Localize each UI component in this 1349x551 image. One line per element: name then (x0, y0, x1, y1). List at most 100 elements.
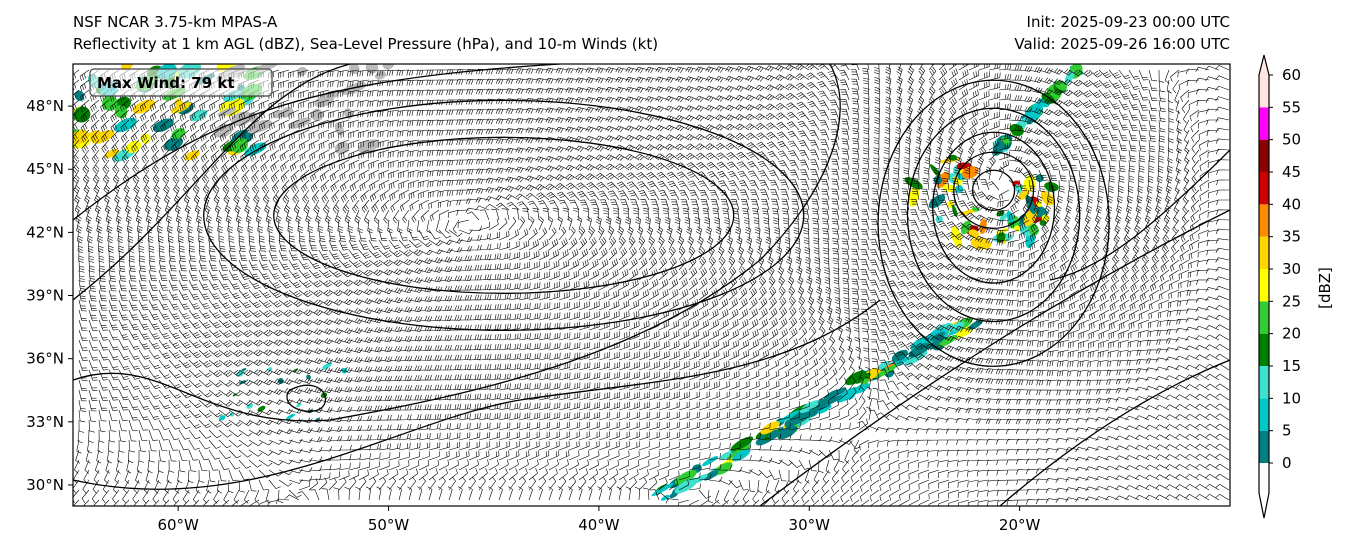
reflectivity-cell (784, 419, 795, 429)
reflectivity-cell (121, 64, 133, 71)
reflectivity-cell (279, 107, 294, 118)
reflectivity-cell (928, 194, 946, 209)
isobar (73, 64, 351, 301)
reflectivity-cell (152, 118, 174, 133)
isobar (877, 79, 1110, 367)
chart-title-fields: Reflectivity at 1 km AGL (dBZ), Sea-Leve… (73, 35, 659, 53)
reflectivity-cell (1035, 200, 1042, 208)
reflectivity-cell (951, 226, 963, 248)
reflectivity-cell (860, 378, 869, 385)
reflectivity-cell (213, 123, 234, 138)
reflectivity-cell (1055, 81, 1067, 91)
colorbar-segment (1259, 430, 1269, 463)
colorbar-segment (1259, 269, 1269, 302)
colorbar-segment (1259, 172, 1269, 205)
reflectivity-cell (730, 436, 754, 451)
colorbar-tick-label: 40 (1282, 195, 1301, 213)
reflectivity-cell (968, 320, 983, 330)
reflectivity-cell (321, 363, 332, 371)
reflectivity-cell (296, 403, 302, 408)
reflectivity-cell (669, 491, 679, 499)
valid-time: Valid: 2025-09-26 16:00 UTC (1014, 35, 1230, 53)
colorbar-tick-label: 25 (1282, 292, 1301, 310)
reflectivity-cell (229, 412, 235, 417)
colorbar-tick-label: 60 (1282, 66, 1301, 84)
reflectivity-cell (674, 470, 697, 485)
colorbar-tick-label: 50 (1282, 131, 1301, 149)
reflectivity-cell (267, 367, 273, 372)
colorbar-tick-label: 0 (1282, 454, 1292, 472)
reflectivity-cell (836, 395, 848, 403)
isobar (999, 359, 1230, 506)
colorbar-segment (1259, 107, 1269, 140)
colorbar-tick-label: 20 (1282, 325, 1301, 343)
reflectivity-cell (114, 105, 128, 119)
colorbar-under-extend (1259, 463, 1269, 518)
reflectivity-cell (951, 321, 965, 332)
reflectivity-cell (702, 456, 719, 467)
isobar (286, 384, 327, 412)
reflectivity-cell (936, 171, 950, 189)
reflectivity-cell (104, 148, 120, 158)
wind-barbs (73, 64, 1230, 506)
reflectivity-cell (961, 166, 979, 179)
lat-tick-label: 30°N (26, 476, 64, 494)
reflectivity-cell (232, 393, 237, 397)
colorbar-segment (1259, 366, 1269, 399)
isobar (759, 209, 1230, 506)
colorbar-tick-label: 45 (1282, 163, 1301, 181)
reflectivity-cell (971, 206, 980, 212)
reflectivity-cell (799, 400, 820, 413)
reflectivity-cell (311, 108, 324, 122)
reflectivity-cell (1009, 123, 1024, 136)
map-axes: 60°W 50°W 40°W 30°W 20°W 48°N 45°N 42°N 39°N 36°N… (26, 97, 1040, 534)
map-frame (72, 63, 1231, 507)
lon-tick-label: 20°W (999, 516, 1041, 534)
reflectivity-cell (760, 421, 781, 435)
isobar (932, 131, 1056, 284)
colorbar-outline (1258, 54, 1270, 519)
colorbar-label: [dBZ] (1316, 267, 1334, 309)
reflectivity-cell (244, 142, 267, 156)
reflectivity-cell (999, 213, 1008, 222)
isobar (73, 299, 881, 490)
isobar-contours (73, 64, 1230, 506)
reflectivity-cell (171, 102, 192, 114)
colorbar-segment (1259, 75, 1269, 108)
reflectivity-cell (349, 64, 360, 75)
reflectivity-cell (826, 394, 842, 405)
reflectivity-cell (817, 404, 832, 414)
colorbar-segment (1259, 398, 1269, 431)
reflectivity-cell (891, 349, 908, 362)
reflectivity-cell (809, 411, 818, 417)
reflectivity-cell (285, 413, 296, 420)
reflectivity-cell (1075, 64, 1083, 72)
reflectivity-cell (257, 405, 266, 412)
reflectivity-cell (768, 430, 780, 440)
colorbar-over-extend (1259, 55, 1269, 75)
isobar (73, 64, 841, 422)
colorbar-segment (1259, 301, 1269, 334)
reflectivity-cell (1018, 189, 1030, 200)
reflectivity-cell (1029, 102, 1043, 119)
colorbar-segment (1259, 204, 1269, 237)
init-time: Init: 2025-09-23 00:00 UTC (1026, 13, 1230, 31)
colorbar-segment (1259, 333, 1269, 366)
reflectivity-cell (651, 482, 674, 497)
isobar (906, 107, 1081, 323)
reflectivity-cell (719, 451, 733, 460)
reflectivity-cell (288, 117, 312, 129)
reflectivity-cell (714, 462, 733, 475)
reflectivity-cell (930, 331, 946, 342)
lat-tick-label: 42°N (26, 223, 64, 241)
lat-tick-label: 45°N (26, 160, 64, 178)
colorbar-segment (1259, 139, 1269, 172)
colorbar-tick-label: 35 (1282, 228, 1301, 246)
reflectivity-cell (954, 185, 964, 194)
reflectivity-cell (674, 477, 699, 494)
reflectivity-cell (74, 90, 85, 101)
reflectivity-cell (218, 415, 226, 421)
reflectivity-cell (823, 389, 840, 401)
reflectivity-cell (73, 106, 91, 123)
